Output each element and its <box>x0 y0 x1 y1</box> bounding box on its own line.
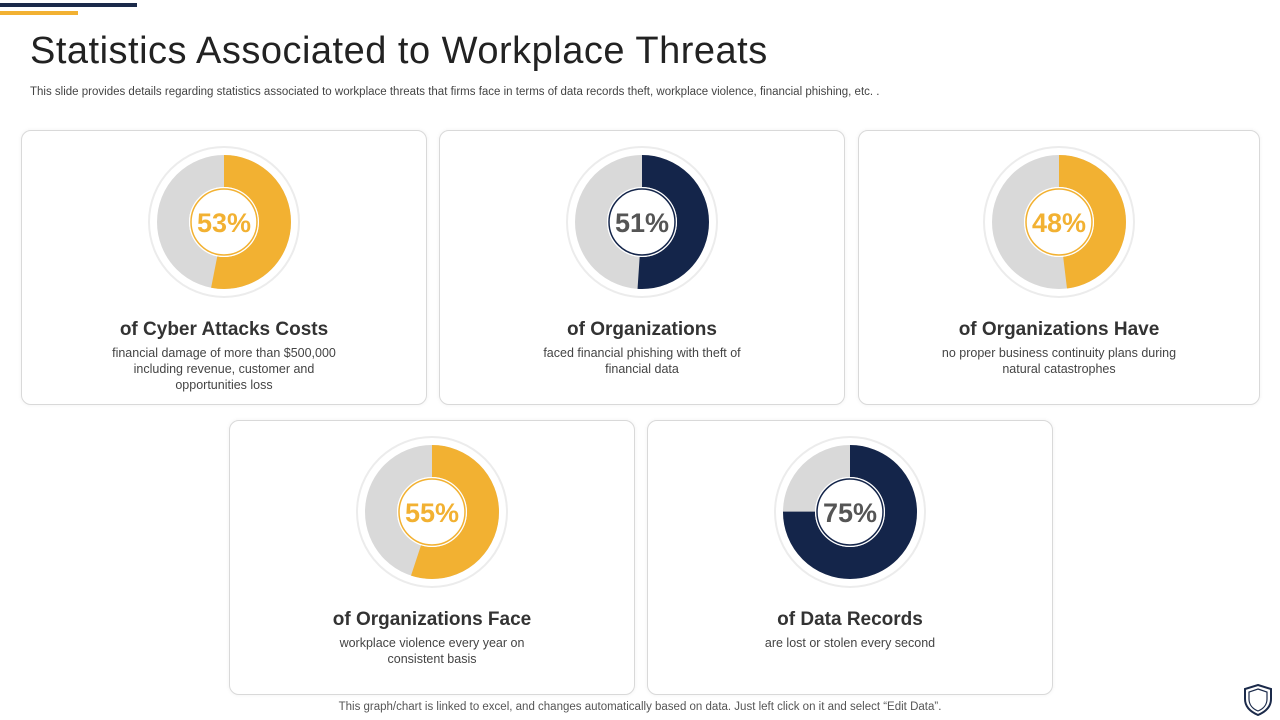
card-description: financial damage of more than $500,000 i… <box>112 346 336 392</box>
donut-value-slice <box>992 155 1126 289</box>
donut-inner-ring <box>190 188 258 256</box>
donut-value-label: 51% <box>615 208 669 238</box>
donut-value-label: 75% <box>823 498 877 528</box>
card-description: no proper business continuity plans duri… <box>941 346 1177 376</box>
card-heading: of Organizations Have <box>958 319 1160 340</box>
donut-inner-ring <box>816 478 884 546</box>
donut-value-slice <box>783 445 917 579</box>
donut-value-slice <box>365 445 499 579</box>
donut-center <box>607 187 677 257</box>
donut-chart[interactable]: 48% <box>982 145 1136 299</box>
donut-center <box>189 187 259 257</box>
footer-note: This graph/chart is linked to excel, and… <box>338 701 942 713</box>
donut-inner-ring <box>608 188 676 256</box>
donut-chart[interactable]: 75% <box>773 435 927 589</box>
card-heading: of Data Records <box>777 609 923 630</box>
donut-center <box>1024 187 1094 257</box>
stat-card-cyber-attacks: 53% of Cyber Attacks Costs financial dam… <box>21 130 427 405</box>
donut-chart[interactable]: 53% <box>147 145 301 299</box>
stat-card-organizations: 51% of Organizations faced financial phi… <box>439 130 845 405</box>
donut-svg: 48% <box>983 146 1135 298</box>
donut-value-slice <box>575 155 709 289</box>
donut-center <box>397 477 467 547</box>
donut-center <box>815 477 885 547</box>
card-description: workplace violence every year on consist… <box>339 636 525 666</box>
donut-svg: 75% <box>774 436 926 588</box>
donut-svg: 51% <box>566 146 718 298</box>
card-heading: of Organizations <box>567 319 717 340</box>
shield-icon <box>1244 684 1272 716</box>
card-heading: of Organizations Face <box>332 609 532 630</box>
card-description: are lost or stolen every second <box>764 636 936 650</box>
donut-value-label: 53% <box>197 208 251 238</box>
donut-inner-ring <box>1025 188 1093 256</box>
donut-value-label: 48% <box>1032 208 1086 238</box>
page-title: Statistics Associated to Workplace Threa… <box>30 30 768 72</box>
donut-svg: 53% <box>148 146 300 298</box>
accent-bar-gold <box>0 11 78 15</box>
stat-card-data-records: 75% of Data Records are lost or stolen e… <box>647 420 1053 695</box>
donut-svg: 55% <box>356 436 508 588</box>
donut-inner-ring <box>398 478 466 546</box>
card-description: faced financial phishing with theft of f… <box>543 346 741 376</box>
donut-value-slice <box>157 155 291 289</box>
donut-chart[interactable]: 51% <box>565 145 719 299</box>
accent-bar-dark <box>0 3 137 7</box>
donut-chart[interactable]: 55% <box>355 435 509 589</box>
donut-value-label: 55% <box>405 498 459 528</box>
stat-card-organizations-face: 55% of Organizations Face workplace viol… <box>229 420 635 695</box>
stat-card-organizations-have: 48% of Organizations Have no proper busi… <box>858 130 1260 405</box>
page-subtitle: This slide provides details regarding st… <box>30 86 880 98</box>
card-heading: of Cyber Attacks Costs <box>119 319 329 340</box>
